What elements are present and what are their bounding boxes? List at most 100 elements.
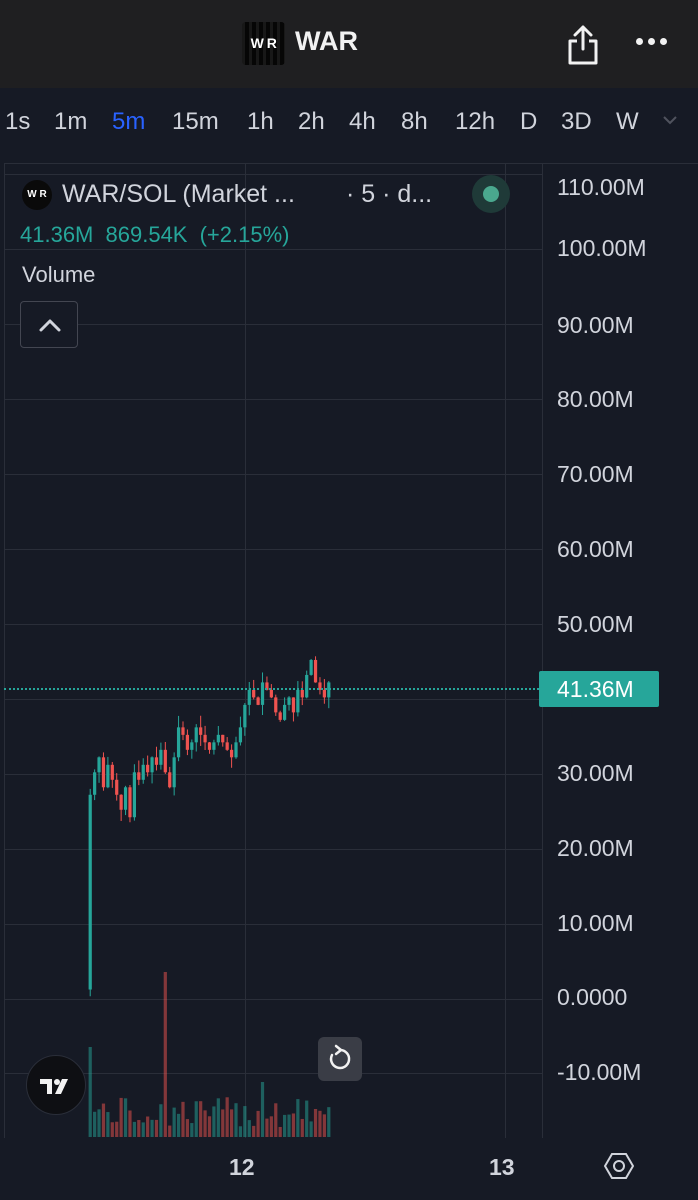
volume-bar <box>207 1116 212 1137</box>
candle-body <box>256 697 260 705</box>
volume-bar <box>221 1109 225 1137</box>
candle-body <box>172 757 176 788</box>
volume-bar <box>252 1125 256 1137</box>
volume-bar <box>313 1108 318 1137</box>
timeframe-tab-1h[interactable]: 1h <box>247 108 274 135</box>
y-axis-tick-label: 20.00M <box>557 835 634 861</box>
timeframe-tab-3D[interactable]: 3D <box>561 108 592 135</box>
volume-bar <box>115 1121 119 1137</box>
volume-bar <box>176 1113 181 1137</box>
volume-bar <box>106 1112 110 1137</box>
volume-bar <box>300 1118 304 1137</box>
grid-line-horizontal <box>4 849 542 850</box>
y-axis-tick-label: 100.00M <box>557 235 647 261</box>
candle-body <box>194 727 198 743</box>
candle-body <box>93 772 97 795</box>
candle-body <box>181 727 185 735</box>
candle-body <box>260 682 265 705</box>
candle-body <box>163 749 167 773</box>
volume-bar <box>97 1109 101 1137</box>
volume-bar <box>318 1110 322 1137</box>
volume-bar <box>181 1101 185 1137</box>
volume-bar <box>141 1122 145 1137</box>
candle-body <box>203 734 207 743</box>
timeframe-bar: 1s 1m 5m 15m 1h 2h 4h 8h 12h D 3D W <box>0 88 698 156</box>
timeframe-tab-1m[interactable]: 1m <box>54 108 88 135</box>
volume-bar <box>260 1082 265 1137</box>
pair-logo: W R <box>22 180 52 210</box>
chevron-up-icon <box>39 319 61 332</box>
candle-body <box>313 659 318 683</box>
last-price-line <box>4 688 539 690</box>
candle-body <box>88 794 92 990</box>
settings-icon[interactable] <box>604 1151 634 1181</box>
volume-bar <box>278 1126 282 1137</box>
volume-bar <box>137 1120 141 1137</box>
candle-body <box>150 757 154 773</box>
volume-bar <box>199 1101 203 1137</box>
volume-bar <box>132 1121 136 1137</box>
y-axis-tick-label: 80.00M <box>557 386 634 412</box>
timeframe-tab-5m[interactable]: 5m <box>112 108 146 135</box>
timeframe-tab-D[interactable]: D <box>520 108 538 135</box>
timeframe-tab-2h[interactable]: 2h <box>298 108 325 135</box>
volume-indicator-label[interactable]: Volume <box>22 262 96 287</box>
legend-value: 41.36M <box>20 222 94 247</box>
volume-bar <box>168 1125 172 1137</box>
timeframe-tab-15m[interactable]: 15m <box>172 108 219 135</box>
timeframe-tab-12h[interactable]: 12h <box>455 108 496 135</box>
volume-bar <box>287 1114 291 1137</box>
tradingview-logo-icon[interactable] <box>26 1055 86 1115</box>
legend-values: 41.36M 869.54K (+2.15%) <box>20 222 296 248</box>
volume-bar <box>128 1110 132 1137</box>
timeframe-tab-W[interactable]: W <box>616 108 639 135</box>
candle-body <box>154 757 159 765</box>
candle-body <box>115 779 119 795</box>
grid-line-horizontal <box>4 624 542 625</box>
volume-bar <box>243 1106 247 1137</box>
legend-interval[interactable]: · 5 · d... <box>346 180 433 208</box>
candle-body <box>137 772 141 780</box>
collapse-legend-button[interactable] <box>20 301 78 348</box>
status-dot-icon <box>483 186 499 202</box>
volume-bar <box>163 972 167 1137</box>
candle-body <box>119 794 123 810</box>
candle-body <box>199 727 203 735</box>
share-icon[interactable] <box>566 24 600 66</box>
candle-body <box>234 742 238 758</box>
candle-body <box>287 697 291 705</box>
chevron-down-icon[interactable] <box>662 112 678 128</box>
x-axis-tick-label: 13 <box>489 1154 515 1180</box>
candle-body <box>123 787 128 810</box>
grid-line-horizontal <box>4 399 542 400</box>
volume-bar <box>238 1126 243 1137</box>
candle-body <box>212 742 216 750</box>
volume-bar <box>229 1109 234 1137</box>
timeframe-tab-4h[interactable]: 4h <box>349 108 376 135</box>
grid-line-vertical <box>245 163 246 1138</box>
token-logo: W R <box>242 22 285 65</box>
grid-line-horizontal <box>4 324 542 325</box>
volume-bar <box>119 1097 123 1137</box>
volume-bar <box>154 1119 159 1137</box>
candle-body <box>207 742 212 750</box>
chart-panel[interactable] <box>4 163 698 1138</box>
y-axis-tick-label: 70.00M <box>557 461 634 487</box>
volume-bar <box>234 1103 238 1137</box>
refresh-icon <box>329 1044 351 1070</box>
grid-line-horizontal <box>4 699 542 700</box>
volume-bar <box>291 1113 296 1137</box>
volume-bar <box>274 1103 278 1137</box>
reset-chart-button[interactable] <box>318 1037 362 1081</box>
legend-title[interactable]: WAR/SOL (Market ... <box>62 180 295 208</box>
candle-body <box>252 689 256 698</box>
volume-bar <box>247 1120 251 1137</box>
y-axis-tick-label: 0.0000 <box>557 984 628 1010</box>
candle-body <box>225 742 229 750</box>
more-dots-icon[interactable] <box>636 38 668 48</box>
grid-line-horizontal <box>4 249 542 250</box>
timeframe-tab-1s[interactable]: 1s <box>5 108 31 135</box>
timeframe-tab-8h[interactable]: 8h <box>401 108 428 135</box>
candle-body <box>101 757 106 788</box>
